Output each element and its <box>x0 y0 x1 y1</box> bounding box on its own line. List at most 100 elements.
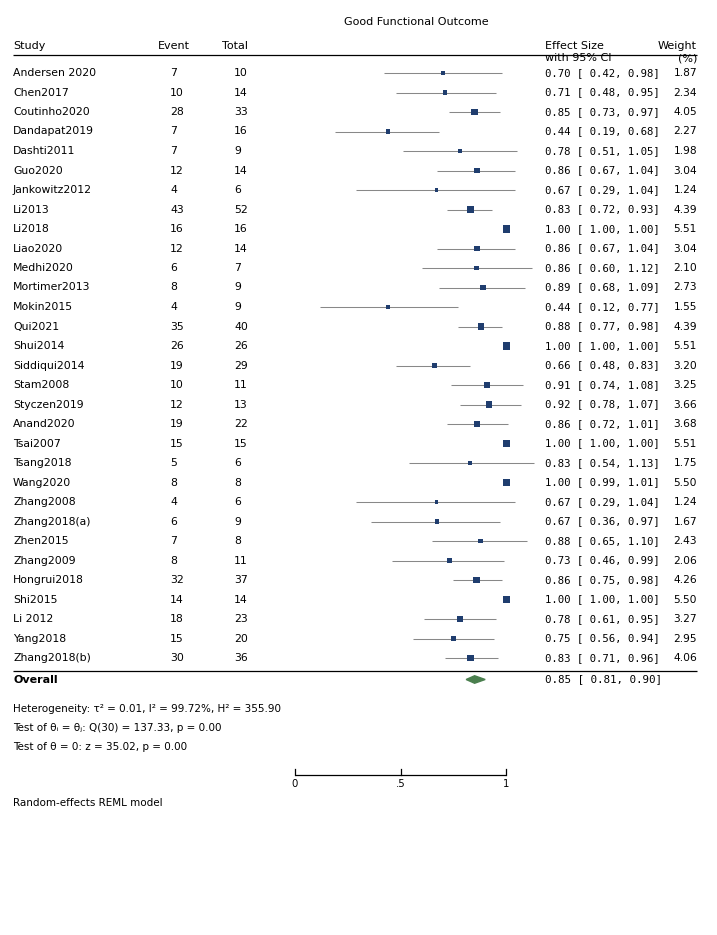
Text: 4.05: 4.05 <box>673 107 697 117</box>
Text: 15: 15 <box>234 439 248 449</box>
Text: 8: 8 <box>170 282 177 293</box>
Text: Overall: Overall <box>13 674 57 684</box>
Text: Yang2018: Yang2018 <box>13 634 66 643</box>
Text: Study: Study <box>13 41 45 51</box>
Text: 0.44 [ 0.12, 0.77]: 0.44 [ 0.12, 0.77] <box>545 302 660 312</box>
Bar <box>485 382 490 388</box>
Text: 14: 14 <box>170 595 184 605</box>
Text: Stam2008: Stam2008 <box>13 380 70 390</box>
Text: 1: 1 <box>503 779 510 788</box>
Text: 0.86 [ 0.60, 1.12]: 0.86 [ 0.60, 1.12] <box>545 263 660 273</box>
Bar <box>386 305 390 309</box>
Text: Zhang2009: Zhang2009 <box>13 555 75 566</box>
Text: 0.86 [ 0.72, 1.01]: 0.86 [ 0.72, 1.01] <box>545 419 660 429</box>
Text: 14: 14 <box>234 595 248 605</box>
Text: 6: 6 <box>234 185 241 195</box>
Text: 52: 52 <box>234 205 248 214</box>
Text: 1.00 [ 1.00, 1.00]: 1.00 [ 1.00, 1.00] <box>545 224 660 234</box>
Text: 11: 11 <box>234 380 248 390</box>
Text: 10: 10 <box>234 68 248 78</box>
Bar <box>471 108 478 115</box>
Text: 19: 19 <box>170 361 184 370</box>
Bar <box>478 539 483 543</box>
Text: 1.67: 1.67 <box>673 516 697 526</box>
Text: 5.51: 5.51 <box>674 341 697 351</box>
Bar <box>474 421 480 427</box>
Text: Total: Total <box>222 41 248 51</box>
Text: 9: 9 <box>234 282 241 293</box>
Bar <box>441 71 445 75</box>
Text: 0.83 [ 0.72, 0.93]: 0.83 [ 0.72, 0.93] <box>545 205 660 214</box>
Text: 9: 9 <box>234 146 241 156</box>
Text: Test of θ = 0: z = 35.02, p = 0.00: Test of θ = 0: z = 35.02, p = 0.00 <box>13 741 187 752</box>
Text: 35: 35 <box>170 322 184 332</box>
Text: 0.67 [ 0.36, 0.97]: 0.67 [ 0.36, 0.97] <box>545 516 660 526</box>
Text: 0.92 [ 0.78, 1.07]: 0.92 [ 0.78, 1.07] <box>545 399 660 410</box>
Text: 16: 16 <box>234 126 248 137</box>
Text: 10: 10 <box>170 380 184 390</box>
Text: 1.00 [ 1.00, 1.00]: 1.00 [ 1.00, 1.00] <box>545 595 660 605</box>
Text: 7: 7 <box>170 146 177 156</box>
Bar <box>486 401 493 408</box>
Text: 0.83 [ 0.54, 1.13]: 0.83 [ 0.54, 1.13] <box>545 458 660 468</box>
Text: Shi2015: Shi2015 <box>13 595 57 605</box>
Text: 11: 11 <box>234 555 248 566</box>
Text: 0.88 [ 0.65, 1.10]: 0.88 [ 0.65, 1.10] <box>545 536 660 546</box>
Text: Zhang2018(b): Zhang2018(b) <box>13 653 91 663</box>
Text: 7: 7 <box>170 68 177 78</box>
Text: 15: 15 <box>170 439 184 449</box>
Text: 6: 6 <box>170 516 177 526</box>
Text: 29: 29 <box>234 361 248 370</box>
Text: Anand2020: Anand2020 <box>13 419 75 429</box>
Text: Medhi2020: Medhi2020 <box>13 263 74 273</box>
Bar <box>435 500 438 504</box>
Polygon shape <box>466 676 485 683</box>
Text: 0.67 [ 0.29, 1.04]: 0.67 [ 0.29, 1.04] <box>545 185 660 195</box>
Text: 9: 9 <box>234 516 241 526</box>
Text: 8: 8 <box>170 555 177 566</box>
Text: 4: 4 <box>170 185 177 195</box>
Text: 8: 8 <box>234 478 241 487</box>
Text: 33: 33 <box>234 107 248 117</box>
Bar <box>457 616 462 622</box>
Text: 8: 8 <box>170 478 177 487</box>
Bar <box>468 461 473 465</box>
Bar <box>503 225 510 233</box>
Text: 6: 6 <box>170 263 177 273</box>
Text: 8: 8 <box>234 536 241 546</box>
Text: 2.27: 2.27 <box>673 126 697 137</box>
Text: Li2013: Li2013 <box>13 205 49 214</box>
Text: 1.87: 1.87 <box>673 68 697 78</box>
Bar <box>503 439 510 447</box>
Text: 3.04: 3.04 <box>673 165 697 176</box>
Text: 4: 4 <box>170 497 177 507</box>
Text: Qui2021: Qui2021 <box>13 322 59 332</box>
Text: 5: 5 <box>170 458 177 468</box>
Text: 0.89 [ 0.68, 1.09]: 0.89 [ 0.68, 1.09] <box>545 282 660 293</box>
Text: Styczen2019: Styczen2019 <box>13 399 84 410</box>
Text: 2.95: 2.95 <box>673 634 697 643</box>
Text: 1.98: 1.98 <box>673 146 697 156</box>
Text: 0.71 [ 0.48, 0.95]: 0.71 [ 0.48, 0.95] <box>545 88 660 97</box>
Bar <box>474 246 480 252</box>
Text: Shui2014: Shui2014 <box>13 341 65 351</box>
Text: 10: 10 <box>170 88 184 97</box>
Text: Zhang2018(a): Zhang2018(a) <box>13 516 90 526</box>
Text: 14: 14 <box>234 243 248 253</box>
Bar <box>432 363 437 368</box>
Text: 43: 43 <box>170 205 184 214</box>
Text: 12: 12 <box>170 165 184 176</box>
Text: 3.66: 3.66 <box>673 399 697 410</box>
Text: Dashti2011: Dashti2011 <box>13 146 75 156</box>
Text: 1.24: 1.24 <box>673 497 697 507</box>
Text: 1.00 [ 1.00, 1.00]: 1.00 [ 1.00, 1.00] <box>545 439 660 449</box>
Bar <box>451 636 456 641</box>
Text: 2.43: 2.43 <box>673 536 697 546</box>
Text: 1.55: 1.55 <box>674 302 697 312</box>
Bar <box>475 266 479 270</box>
Text: Zhang2008: Zhang2008 <box>13 497 75 507</box>
Text: Mortimer2013: Mortimer2013 <box>13 282 90 293</box>
Text: Li2018: Li2018 <box>13 224 49 234</box>
Text: Random-effects REML model: Random-effects REML model <box>13 798 163 808</box>
Text: 3.68: 3.68 <box>673 419 697 429</box>
